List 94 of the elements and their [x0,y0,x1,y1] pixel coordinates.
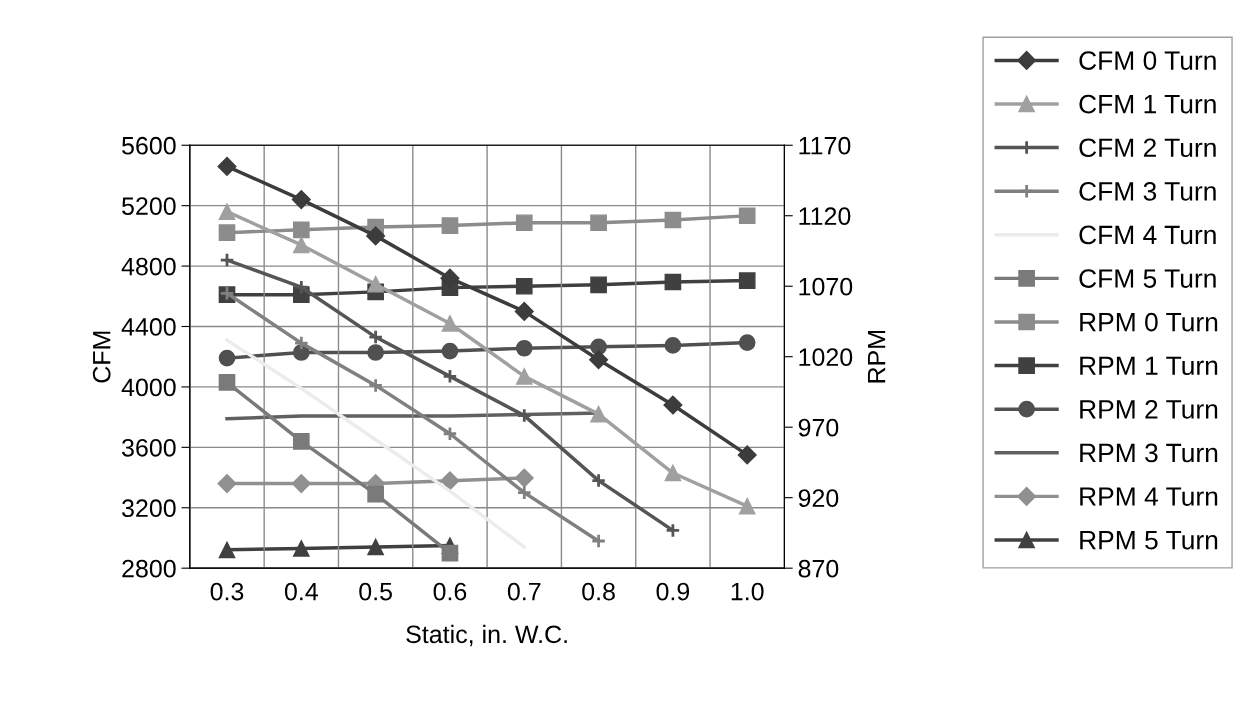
point [441,342,459,360]
point [218,349,236,367]
point [664,273,682,291]
point [590,276,607,294]
point [515,277,533,295]
y-tick-label: 5600 [122,136,176,155]
point [663,395,683,415]
point [589,350,609,370]
y2-tick-label: 1170 [799,136,851,155]
point [441,544,459,562]
y2-tick-label: 1070 [799,277,853,296]
x-tick-label: 0.3 [210,582,244,601]
x-tick-label: 0.8 [582,582,615,601]
y2-tick-label: 970 [798,418,839,437]
point [515,368,533,385]
point [738,207,756,225]
legend-label: RPM 5 Turn [1080,531,1218,550]
legend-label: CFM 5 Turn [1079,269,1216,288]
point [664,211,682,229]
point [292,236,310,254]
y2-tick-label: 1020 [799,348,853,367]
point [442,426,458,442]
legend-label: RPM 0 Turn [1080,312,1218,332]
point [590,472,607,489]
y-tick-label: 4800 [121,257,176,276]
point [738,497,756,515]
point [368,329,384,345]
point [441,217,459,234]
point [293,279,309,295]
point [590,405,607,423]
point [664,337,682,354]
point [367,485,384,503]
point [291,190,311,210]
x-tick-label: 0.9 [656,582,690,601]
line-series [225,338,527,549]
point [516,407,532,424]
point [292,540,310,557]
y-tick-label: 3200 [122,499,176,518]
y2-tick-label: 1120 [799,207,851,226]
legend-label: RPM 1 Turn [1080,356,1218,376]
point [515,339,533,357]
x-tick-label: 0.6 [433,582,467,601]
point [515,214,533,232]
point [292,221,310,239]
point [367,275,384,293]
point [367,538,384,556]
point [366,226,386,246]
y-axis-title: CFM [92,331,111,383]
point [218,374,236,391]
legend-label: RPM 4 Turn [1080,487,1218,506]
point [217,474,237,494]
point [367,344,384,361]
point [590,533,607,549]
point [664,464,682,482]
point [293,335,309,351]
point [217,156,237,176]
point [219,252,235,268]
point [442,368,458,384]
y-tick-label: 5200 [122,197,176,215]
legend-label: CFM 4 Turn [1079,225,1216,245]
point [291,474,311,494]
point [218,541,236,559]
legend-label: RPM 3 Turn [1080,443,1218,463]
y2-tick-label: 870 [798,559,839,578]
point [665,522,681,539]
point [514,301,534,321]
y-tick-label: 2800 [122,559,176,578]
x-tick-label: 0.5 [359,582,392,601]
point [590,214,607,232]
point [218,203,236,221]
point [368,377,384,394]
y-tick-label: 4000 [121,378,176,397]
point [292,432,310,450]
x-tick-label: 1.0 [731,582,764,601]
x-axis-title: Static, in. W.C. [406,624,567,647]
point [441,315,459,332]
y2-tick-label: 920 [798,489,839,507]
legend-label: CFM 2 Turn [1079,138,1216,158]
y2-axis-title: RPM [867,330,886,383]
y-tick-label: 4400 [121,318,176,336]
point [738,272,756,289]
point [440,471,460,491]
x-tick-label: 0.4 [284,582,318,601]
point [738,334,756,351]
point [218,224,236,241]
point [737,445,757,465]
legend-label: CFM 1 Turn [1079,94,1216,114]
y-tick-label: 3600 [122,438,176,457]
x-tick-label: 0.7 [507,582,541,601]
legend-label: CFM 3 Turn [1079,182,1216,201]
legend-label: RPM 2 Turn [1080,400,1218,419]
point [516,485,532,501]
legend-label: CFM 0 Turn [1079,51,1216,70]
point [514,468,534,488]
